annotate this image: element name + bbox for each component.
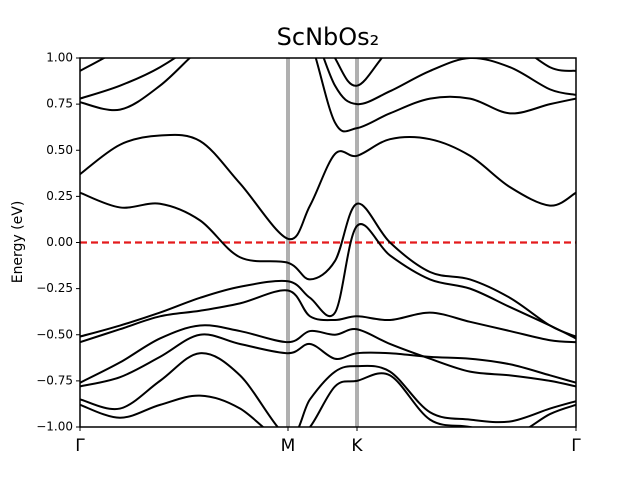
y-tick-label: 1.00 [46,51,73,65]
y-axis-label: Energy (eV) [10,201,26,284]
chart-title: ScNbOs₂ [277,23,380,51]
x-tick-label: Γ [571,436,581,456]
band-line [80,352,576,427]
band-line [80,58,576,133]
x-tick-label: K [351,436,363,456]
y-tick-label: 0.75 [46,97,73,111]
band-line [80,58,576,106]
y-tick-label: −0.25 [36,281,73,295]
x-tick-label: Γ [75,436,85,456]
x-tick-label: M [281,436,296,456]
band-line [80,333,576,388]
y-tick-label: −1.00 [36,420,73,434]
y-tick-label: 0.25 [46,189,73,203]
y-tick-label: −0.50 [36,327,73,341]
plot-area [80,58,576,427]
band-line [80,372,576,427]
y-tick-label: 0.50 [46,143,73,157]
y-tick-label: −0.75 [36,373,73,387]
band-line [80,324,576,388]
band-line [80,223,576,340]
y-tick-label: 0.00 [46,235,73,249]
band-line [80,191,576,338]
band-line [80,289,576,344]
band-line [80,133,576,241]
